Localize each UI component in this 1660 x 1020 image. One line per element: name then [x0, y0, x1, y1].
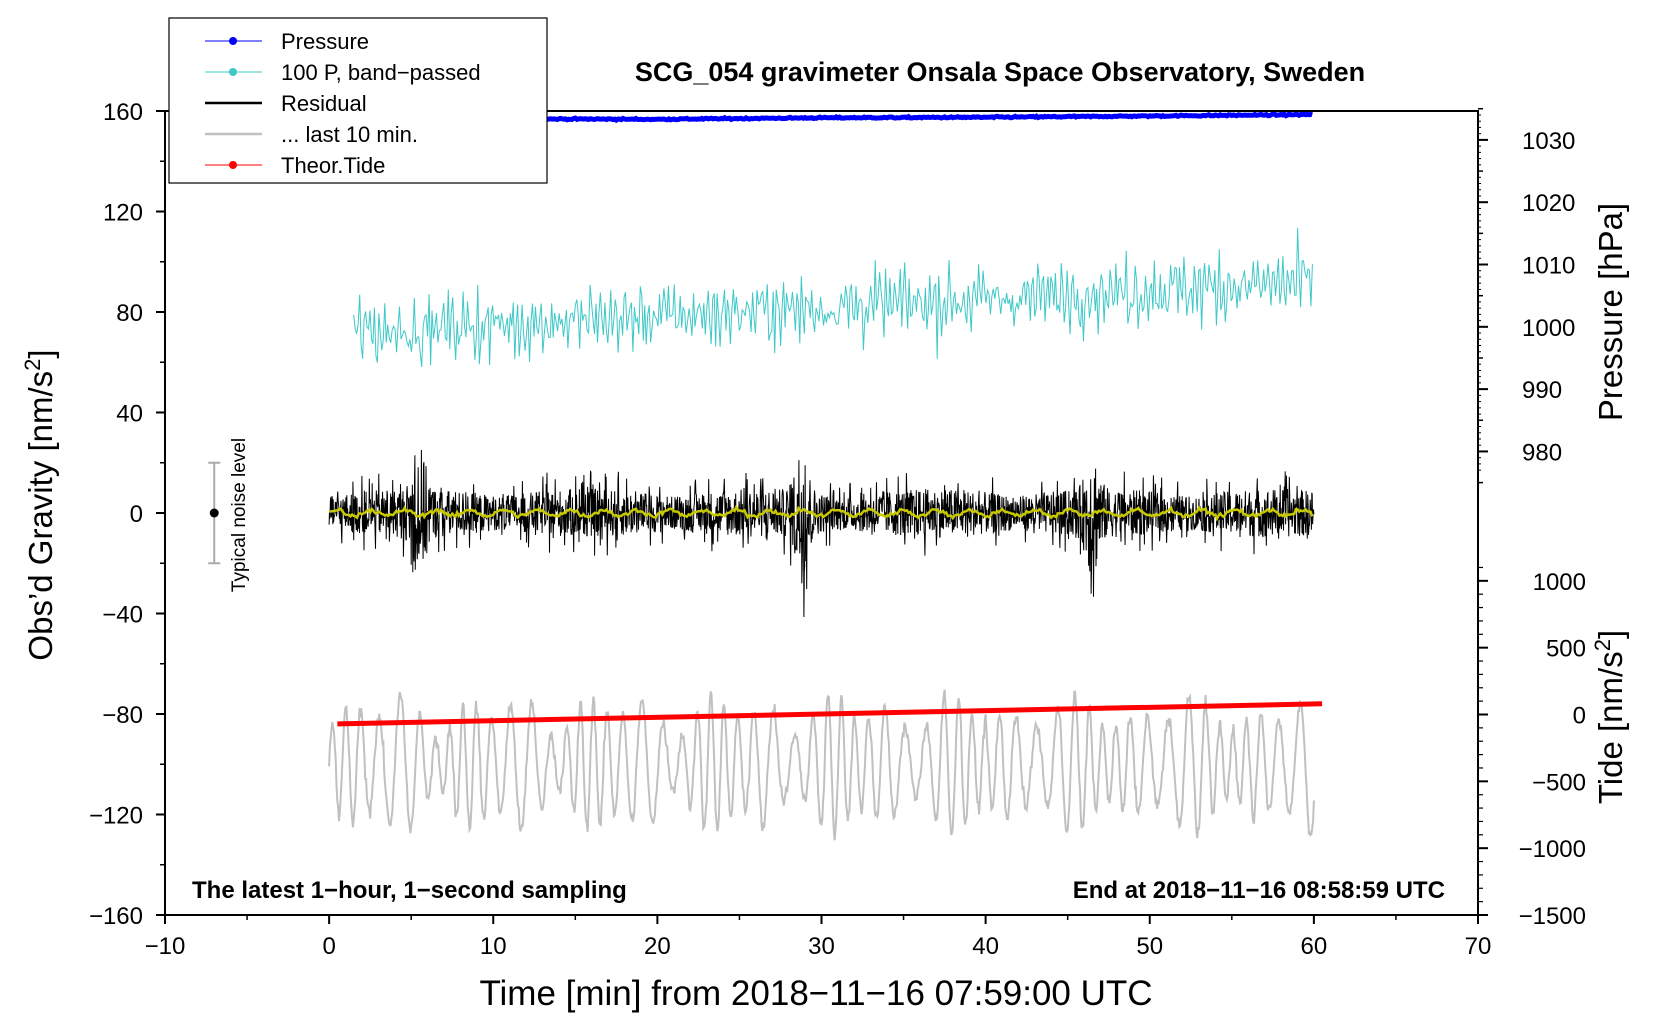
smoothed-residual-line — [328, 504, 1314, 522]
tide-tick-label: 500 — [1546, 636, 1586, 663]
legend-label: 100 P, band−passed — [281, 60, 481, 85]
y-tick-label: −40 — [102, 602, 143, 629]
y-tick-label: 160 — [103, 99, 143, 126]
y-axis-label-end: ] — [22, 349, 59, 358]
y-axis-right-tide: −1500 −1000 −500 0 500 1000 — [1478, 566, 1586, 930]
tide-axis-label-end: ] — [1592, 630, 1629, 639]
residual-line — [328, 449, 1315, 618]
x-tick-label: −10 — [145, 933, 186, 960]
tide-tick-label: −1500 — [1519, 903, 1586, 930]
y-axis-left: −160 −120 −80 −40 0 40 80 120 160 — [89, 99, 165, 930]
legend-label: Residual — [281, 91, 367, 116]
y-axis-label: Obs’d Gravity [nm/s2] — [20, 349, 59, 660]
legend-marker — [229, 37, 237, 45]
y-axis-label-text: Obs’d Gravity [nm/s — [22, 371, 59, 661]
pressure-tick-label: 1020 — [1522, 190, 1575, 217]
tide-tick-label: 0 — [1573, 703, 1586, 730]
noise-bar-dot — [209, 508, 219, 518]
y-tick-label: −160 — [89, 903, 143, 930]
x-tick-label: 20 — [644, 933, 671, 960]
y-tick-label: 40 — [116, 401, 143, 428]
legend-box — [168, 17, 548, 184]
noise-level-label: Typical noise level — [229, 438, 250, 592]
x-axis-label: Time [min] from 2018−11−16 07:59:00 UTC — [479, 974, 1152, 1013]
x-tick-label: 40 — [972, 933, 999, 960]
x-tick-label: 60 — [1301, 933, 1328, 960]
y-axis-label-sup: 2 — [20, 359, 45, 371]
legend-label: Pressure — [281, 29, 369, 54]
tide-tick-label: −500 — [1532, 769, 1586, 796]
noise-bar — [208, 461, 221, 565]
pressure-tick-label: 1030 — [1522, 128, 1575, 155]
legend-label: Theor.Tide — [281, 153, 385, 178]
legend-marker — [229, 161, 237, 169]
x-tick-label: 50 — [1136, 933, 1163, 960]
y-tick-label: 0 — [130, 501, 143, 528]
tide-axis-label: Tide [nm/s2] — [1590, 630, 1629, 804]
tide-axis-label-text: Tide [nm/s — [1592, 651, 1629, 804]
y-tick-label: 80 — [116, 300, 143, 327]
chart-title: SCG_054 gravimeter Onsala Space Observat… — [635, 57, 1365, 87]
last-10-min-line — [328, 689, 1315, 841]
x-tick-label: 10 — [480, 933, 507, 960]
legend: Pressure 100 P, band−passed Residual ... la… — [168, 17, 548, 184]
annotation-end-time: End at 2018−11−16 08:58:59 UTC — [1073, 877, 1445, 904]
pressure-tick-label: 1000 — [1522, 315, 1575, 342]
tide-axis-label-sup: 2 — [1590, 639, 1615, 651]
pressure-tick-label: 1010 — [1522, 253, 1575, 280]
y-tick-label: 120 — [103, 200, 143, 227]
series-layer — [328, 110, 1323, 841]
x-tick-label: 30 — [808, 933, 835, 960]
tide-tick-label: −1000 — [1519, 836, 1586, 863]
tide-tick-label: 1000 — [1533, 569, 1586, 596]
x-axis: −10 0 10 20 30 40 50 60 70 — [145, 915, 1492, 960]
theoretical-tide-line — [337, 701, 1323, 727]
annotation-sampling: The latest 1−hour, 1−second sampling — [192, 877, 627, 904]
x-tick-label: 70 — [1465, 933, 1492, 960]
pressure-tick-label: 990 — [1522, 377, 1562, 404]
y-axis-right-pressure: 980 990 1000 1010 1020 1030 — [1478, 107, 1575, 484]
x-tick-label: 0 — [322, 933, 335, 960]
y-tick-label: −120 — [89, 803, 143, 830]
legend-label: ... last 10 min. — [281, 122, 418, 147]
bandpassed-pressure-line — [353, 227, 1313, 367]
y-tick-label: −80 — [102, 702, 143, 729]
pressure-axis-label: Pressure [hPa] — [1592, 203, 1629, 421]
pressure-tick-label: 980 — [1522, 439, 1562, 466]
legend-marker — [229, 68, 237, 76]
